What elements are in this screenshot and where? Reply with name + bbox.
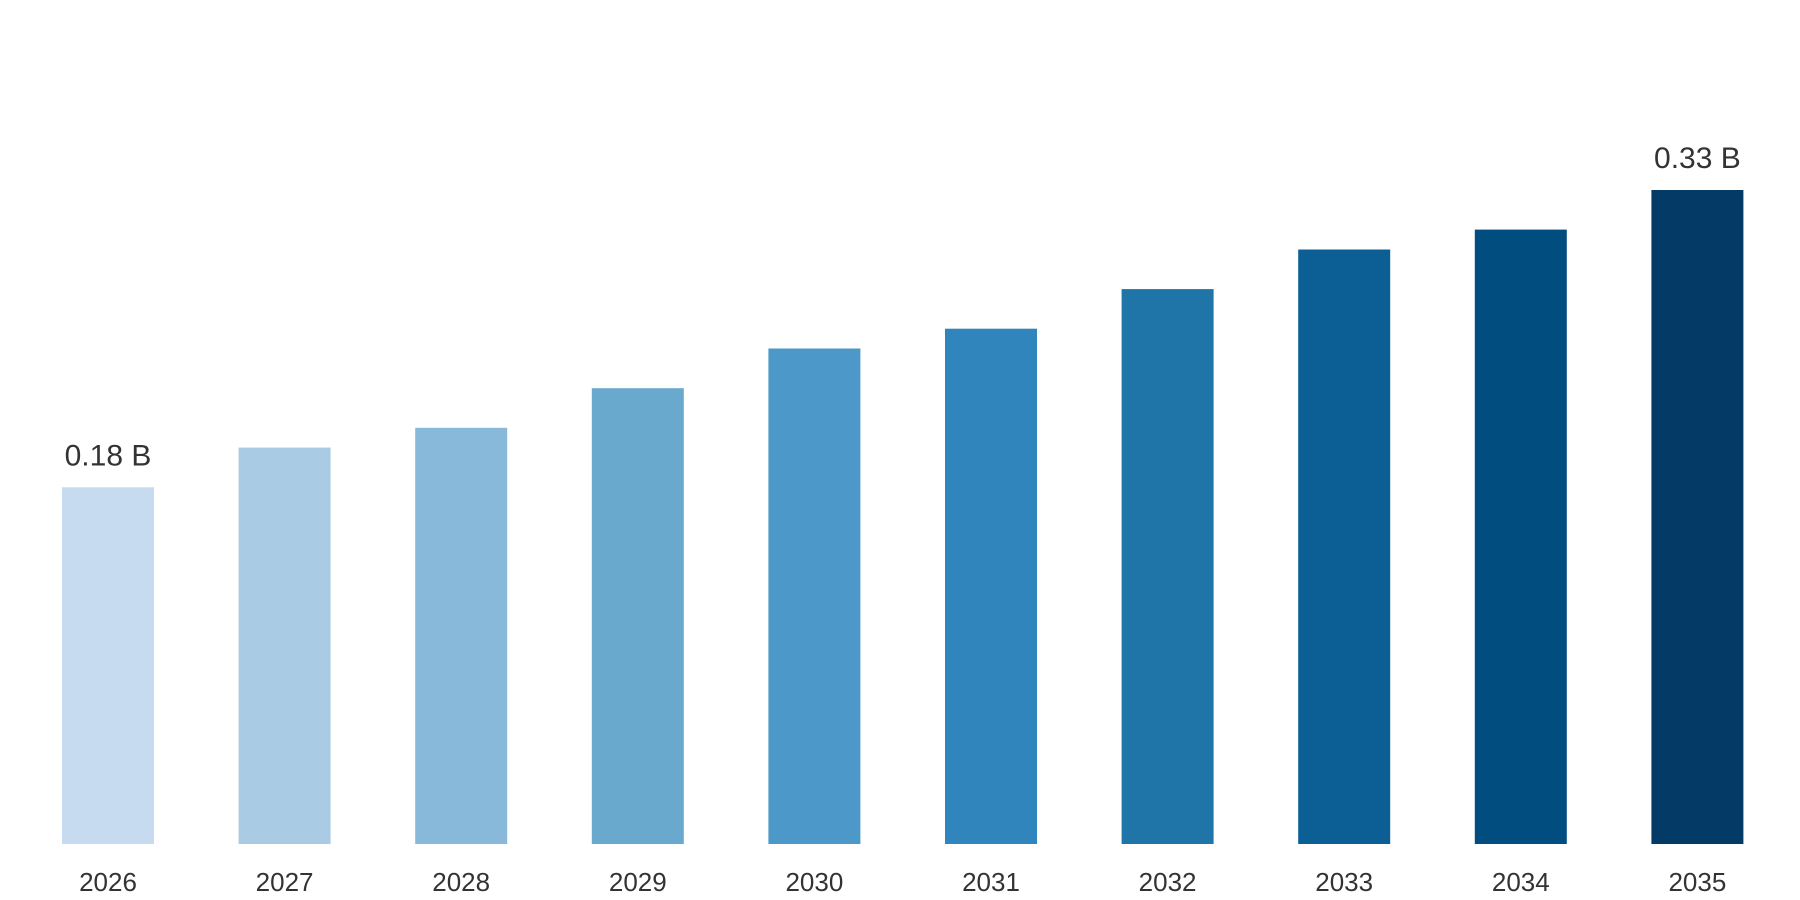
x-tick-label-2027: 2027 (256, 867, 314, 897)
bar-2026 (62, 487, 154, 844)
bar-2028 (415, 427, 508, 844)
x-tick-label-2031: 2031 (962, 867, 1020, 897)
data-label-2035: 0.33 B (1654, 142, 1741, 175)
data-label-2026: 0.18 B (65, 439, 152, 472)
x-tick-label-2029: 2029 (609, 867, 667, 897)
x-tick-label-2034: 2034 (1492, 867, 1550, 897)
bar-2029 (591, 388, 684, 844)
bar-2034 (1474, 229, 1567, 845)
x-tick-label-2026: 2026 (79, 867, 137, 897)
bar-2027 (238, 447, 331, 844)
bar-2031 (945, 328, 1037, 844)
x-tick-label-2032: 2032 (1139, 867, 1197, 897)
x-tick-label-2030: 2030 (785, 867, 843, 897)
x-tick-label-2035: 2035 (1668, 867, 1726, 897)
bar-2030 (768, 348, 861, 844)
bar-2033 (1298, 249, 1391, 844)
x-tick-label-2028: 2028 (432, 867, 490, 897)
bar-2032 (1121, 289, 1214, 845)
bar-2035 (1651, 190, 1744, 844)
x-tick-label-2033: 2033 (1315, 867, 1373, 897)
